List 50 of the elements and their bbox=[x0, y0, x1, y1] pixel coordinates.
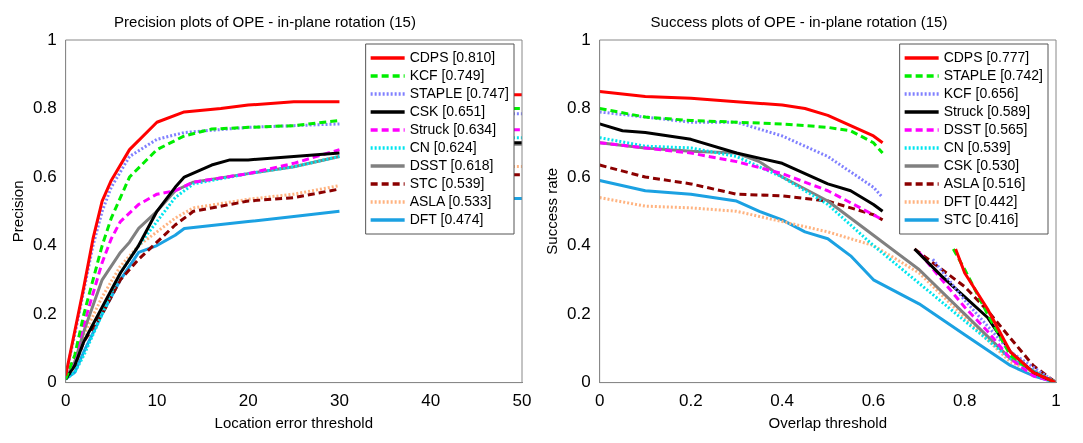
legend-label: CDPS [0.810] bbox=[409, 48, 496, 65]
legend-label: ASLA [0.533] bbox=[409, 192, 492, 209]
legend-label: DSST [0.565] bbox=[943, 120, 1028, 137]
y-tick-label: 0.2 bbox=[566, 303, 591, 323]
legend-label: STC [0.416] bbox=[943, 210, 1019, 227]
x-axis-title: Location error threshold bbox=[214, 414, 374, 432]
x-tick-label: 30 bbox=[329, 391, 349, 411]
legend-label: KCF [0.656] bbox=[943, 84, 1019, 101]
y-tick-label: 0.4 bbox=[566, 235, 591, 255]
x-tick-label: 0.8 bbox=[952, 391, 977, 411]
x-tick-label: 0.6 bbox=[861, 391, 886, 411]
legend-label: CSK [0.651] bbox=[409, 102, 486, 119]
y-tick-label: 0.6 bbox=[566, 166, 591, 186]
y-tick-label: 0.8 bbox=[566, 98, 591, 118]
legend-label: CSK [0.530] bbox=[943, 156, 1020, 173]
legend-label: DFT [0.442] bbox=[943, 192, 1018, 209]
x-axis-title: Overlap threshold bbox=[768, 414, 888, 432]
y-tick-label: 1 bbox=[47, 29, 57, 49]
legend-label: STAPLE [0.742] bbox=[943, 66, 1044, 83]
legend-label: Struck [0.634] bbox=[409, 120, 497, 137]
series-label: STC [0.539] bbox=[409, 174, 485, 191]
legend-label: CN [0.539] bbox=[943, 138, 1011, 155]
legend-label: DFT [0.474] bbox=[409, 210, 484, 227]
y-tick-label: 0.6 bbox=[32, 166, 57, 186]
y-tick-label: 0.2 bbox=[32, 303, 57, 323]
legend-label: CN [0.624] bbox=[409, 138, 477, 155]
x-tick-label: 40 bbox=[421, 391, 441, 411]
y-axis-title: Success rate bbox=[543, 167, 561, 255]
x-tick-label: 0.4 bbox=[770, 391, 794, 411]
legend-label: CDPS [0.777] bbox=[943, 48, 1030, 65]
y-tick-label: 0 bbox=[47, 372, 57, 392]
x-tick-label: 20 bbox=[238, 391, 258, 411]
x-tick-label: 1 bbox=[1051, 391, 1061, 411]
legend-label: ASLA [0.516] bbox=[943, 174, 1026, 191]
y-tick-label: 0 bbox=[581, 372, 591, 392]
x-tick-label: 0 bbox=[594, 391, 605, 411]
y-tick-label: 1 bbox=[581, 29, 591, 49]
x-tick-label: 50 bbox=[512, 391, 532, 411]
x-tick-label: 10 bbox=[147, 391, 167, 411]
legend-label: STAPLE [0.747] bbox=[409, 84, 510, 101]
legend-label: KCF [0.749] bbox=[409, 66, 485, 83]
legend-label: DSST [0.618] bbox=[409, 156, 494, 173]
x-tick-label: 0.2 bbox=[679, 391, 703, 411]
x-tick-label: 0 bbox=[60, 391, 71, 411]
y-axis-title: Precision bbox=[9, 180, 27, 243]
legend-label: Struck [0.589] bbox=[943, 102, 1031, 119]
y-tick-label: 0.4 bbox=[32, 235, 57, 255]
chart-title: Precision plots of OPE - in-plane rotation (15) bbox=[114, 13, 416, 31]
chart-title: Success plots of OPE - in-plane rotation (15) bbox=[650, 13, 948, 31]
y-tick-label: 0.8 bbox=[32, 98, 57, 118]
